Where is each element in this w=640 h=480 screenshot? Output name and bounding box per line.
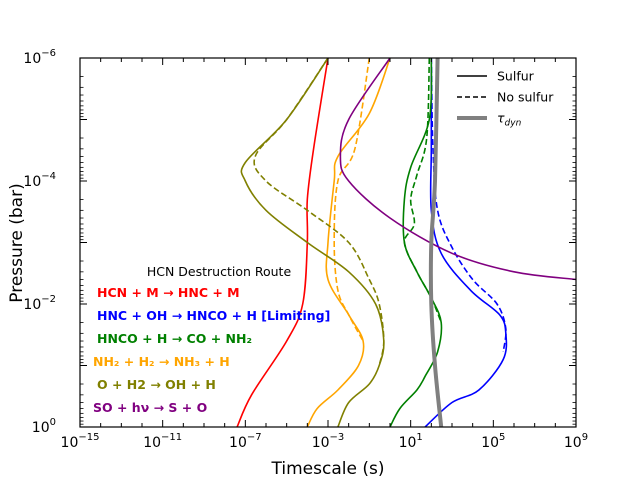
annotations: HCN Destruction Route HCN + M → HNC + M H… [93,264,330,415]
x-tick-exponent-6: 9 [582,432,588,443]
y-tick-exponent-3: 0 [50,417,56,428]
x-tick-exponent-1: −11 [161,432,182,443]
series-line-10 [428,58,444,427]
plot-frame [79,57,577,428]
x-tick-label-1: 10−11 [143,432,182,451]
x-tick-label-5: 105 [481,432,505,451]
annotation-reaction-2: HNCO + H → CO + NH₂ [97,331,252,346]
legend-label-1: No sulfur [497,90,554,105]
legend: Sulfur No sulfur τdyn [457,69,554,129]
annotation-reaction-3: NH₂ + H₂ → NH₃ + H [93,354,230,369]
series-line-0 [236,58,329,427]
series-line-6 [333,58,371,342]
x-tick-label-6: 109 [564,432,588,451]
y-tick-label-0: 10−6 [23,48,56,67]
x-tick-label-2: 10−7 [229,432,262,451]
legend-label-symbol: τ [497,111,505,126]
series-line-1 [424,58,508,427]
series-line-7 [240,58,385,427]
legend-label-0: Sulfur [497,69,535,84]
y-tick-label-1: 10−4 [23,171,56,190]
legend-label-2: τdyn [497,111,522,129]
annotation-reaction-0: HCN + M → HNC + M [97,285,240,300]
series-line-9 [339,58,576,281]
annotation-title: HCN Destruction Route [147,264,292,279]
x-tick-exponent-2: −7 [247,432,262,443]
x-tick-exponent-0: −15 [78,432,99,443]
annotation-reaction-4: O + H2 → OH + H [97,377,216,392]
x-tick-label-0: 10−15 [61,432,100,451]
annotation-reaction-5: SO + hν → S + O [93,400,207,415]
series-line-2 [430,58,507,353]
y-tick-exponent-0: −6 [41,48,56,59]
y-tick-label-2: 10−2 [23,294,56,313]
legend-label-subscript: dyn [505,119,522,129]
x-tick-exponent-3: −3 [330,432,345,443]
x-tick-exponent-4: 1 [416,432,422,443]
annotation-reaction-1: HNC + OH → HNCO + H [Limiting] [97,308,330,323]
y-tick-label-3: 100 [32,417,56,436]
x-tick-exponent-5: 5 [499,432,505,443]
x-axis-label: Timescale (s) [271,459,385,479]
x-tick-label-3: 10−3 [312,432,345,451]
y-tick-exponent-2: −2 [41,294,56,305]
y-axis-label: Pressure (bar) [7,183,27,302]
series-line-8 [253,58,385,366]
y-tick-exponent-1: −4 [41,171,56,182]
plot-lines [236,58,576,427]
x-tick-label-4: 101 [399,432,423,451]
